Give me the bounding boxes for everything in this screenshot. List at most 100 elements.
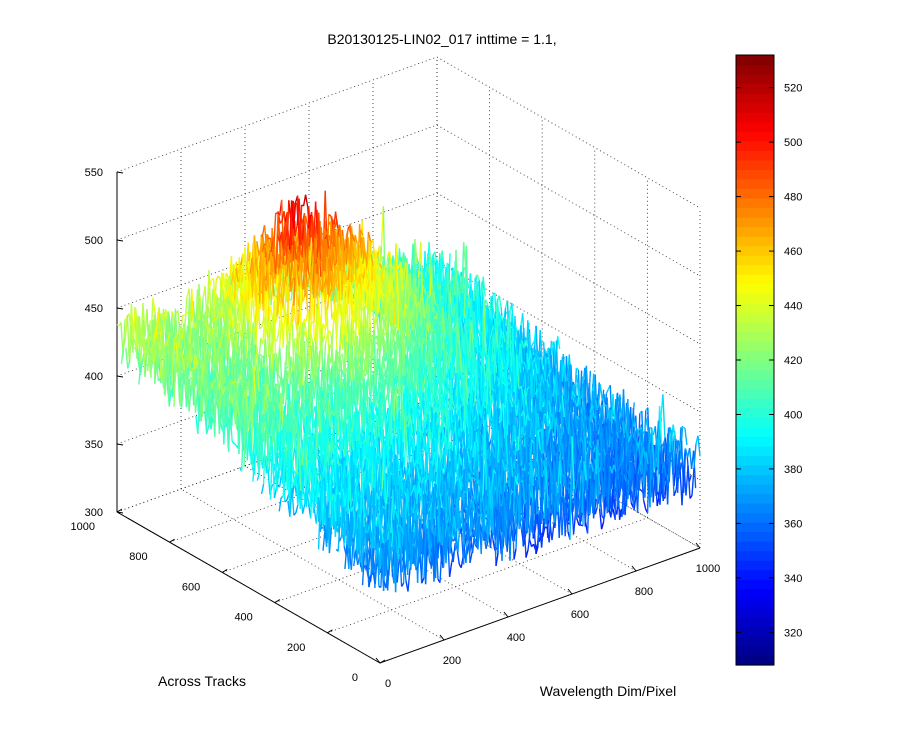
surface-segment — [225, 308, 230, 361]
gridline — [222, 457, 543, 573]
surface-segment — [289, 298, 292, 301]
gridline — [116, 124, 438, 241]
surface-segment — [277, 374, 281, 380]
y-tick — [221, 568, 228, 573]
surface-segment — [238, 265, 242, 288]
surface-segment — [153, 338, 157, 363]
gridline — [169, 426, 490, 543]
surface-segment — [157, 377, 162, 382]
surface-segment — [213, 280, 217, 323]
gridline — [436, 192, 701, 345]
surface-segment — [233, 381, 236, 384]
z-tick-label: 450 — [85, 303, 103, 315]
gridline — [116, 328, 438, 445]
surface-segment — [195, 311, 200, 333]
gridline — [116, 56, 438, 173]
x-tick-label: 600 — [571, 609, 589, 621]
surface-segment — [367, 231, 372, 242]
z-tick — [116, 443, 124, 446]
surface-segment — [133, 346, 138, 353]
surface-segment — [328, 330, 333, 337]
surface-segment — [135, 352, 140, 364]
surface-segment — [171, 311, 175, 325]
surface-segment — [275, 286, 279, 292]
surface-segment — [311, 295, 315, 339]
surface-segment — [260, 234, 264, 239]
y-tick — [327, 629, 333, 634]
x-tick — [375, 657, 381, 664]
surface-segment — [243, 380, 247, 383]
y-axis-line — [116, 511, 381, 664]
surface-segment — [138, 362, 142, 385]
gridline — [436, 396, 701, 549]
x-tick-label: 200 — [443, 655, 461, 667]
z-tick — [116, 239, 124, 242]
z-tick-label: 300 — [85, 507, 103, 519]
surface-segment — [271, 256, 276, 279]
surface-segment — [294, 338, 297, 341]
surface-segment — [224, 291, 228, 299]
surface-segment — [155, 311, 159, 339]
x-tick — [567, 588, 573, 595]
x-tick-label: 400 — [507, 632, 525, 644]
surface-segment — [153, 327, 157, 344]
surface-segment — [171, 369, 176, 398]
surface-segment — [157, 333, 161, 359]
surface-segment — [414, 239, 418, 265]
surface-segment — [290, 356, 294, 372]
surface-segment — [241, 300, 245, 338]
surface-segment — [478, 350, 482, 353]
surface-segment — [208, 279, 213, 288]
z-tick — [116, 511, 124, 514]
surface-segment — [276, 386, 280, 389]
surface-segment — [165, 337, 170, 346]
surface-segment — [401, 255, 406, 272]
surface-segment — [531, 341, 535, 346]
surface-segment — [191, 367, 194, 370]
y-tick-label: 200 — [287, 642, 305, 654]
surface-segment — [263, 243, 267, 246]
chart-title: B20130125-LIN02_017 inttime = 1.1, — [327, 31, 556, 47]
surface-segment — [151, 361, 155, 364]
y-tick-label: 0 — [352, 672, 358, 684]
surface-segment — [322, 336, 326, 343]
surface-segment — [120, 348, 125, 364]
surface-segment — [184, 297, 188, 325]
surface-segment — [269, 306, 274, 318]
surface-segment — [304, 194, 309, 207]
surface-segment — [130, 303, 135, 341]
surface-segment — [163, 345, 168, 395]
gridline — [116, 396, 438, 513]
x-tick-label: 800 — [635, 586, 653, 598]
surface-segment — [279, 220, 283, 224]
surface-segment — [263, 224, 268, 246]
surface-plot — [116, 190, 701, 593]
surface-segment — [228, 284, 232, 298]
surface-segment — [142, 302, 146, 337]
surface-segment — [191, 288, 195, 328]
surface-segment — [215, 275, 219, 281]
surface-segment — [131, 335, 135, 340]
surface-segment — [249, 292, 254, 330]
x-tick-label: 1000 — [696, 563, 720, 575]
x-tick — [503, 611, 509, 618]
gridline — [436, 124, 701, 277]
surface-segment — [235, 268, 239, 283]
gridline — [327, 517, 648, 634]
surface-segment — [122, 338, 127, 349]
surface-segment — [127, 359, 131, 369]
surface-segment — [213, 290, 218, 298]
surface-segment — [405, 368, 409, 371]
x-axis-line — [379, 547, 701, 664]
surface-segment — [260, 319, 265, 328]
surface-segment — [129, 335, 133, 345]
surface-segment — [201, 314, 205, 322]
surface-segment — [541, 340, 545, 343]
x-tick-label: 0 — [385, 678, 391, 690]
surface-segment — [125, 347, 129, 369]
x-tick — [439, 634, 445, 641]
surface-segment — [137, 315, 141, 365]
gridline — [180, 488, 445, 641]
surface-segment — [142, 330, 146, 363]
